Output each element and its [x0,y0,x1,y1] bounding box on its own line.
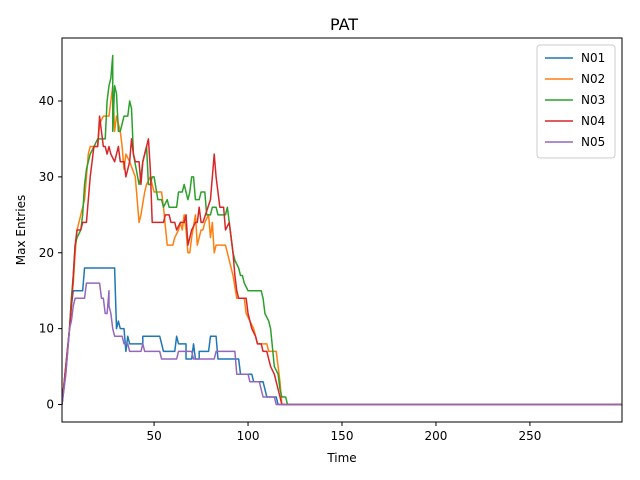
legend-label-n04: N04 [581,114,605,128]
x-tick-label: 250 [518,429,541,443]
plot-area [61,37,623,423]
y-tick-label: 30 [39,170,54,184]
y-axis-label: Max Entries [14,195,28,265]
legend-label-n02: N02 [581,72,605,86]
chart-title: PAT [330,15,358,34]
x-axis-label: Time [326,451,356,465]
x-tick-label: 100 [237,429,260,443]
y-tick-label: 0 [46,398,54,412]
series-line-n05 [62,282,622,406]
series-lines [62,54,622,406]
x-tick-label: 200 [425,429,448,443]
axis-ticks: 50 100 150 200 250 0 10 20 30 40 [39,94,542,443]
legend-box [536,44,616,159]
y-tick-label: 20 [39,246,54,260]
y-tick-label: 10 [39,322,54,336]
legend-label-n03: N03 [581,93,605,107]
series-line-n03 [62,54,622,406]
x-tick-label: 150 [331,429,354,443]
series-line-n04 [62,115,622,406]
y-tick-label: 40 [39,94,54,108]
legend-label-n01: N01 [581,51,605,65]
legend: N01 N02 N03 N04 N05 [536,44,616,159]
legend-label-n05: N05 [581,135,605,149]
x-tick-label: 50 [146,429,161,443]
